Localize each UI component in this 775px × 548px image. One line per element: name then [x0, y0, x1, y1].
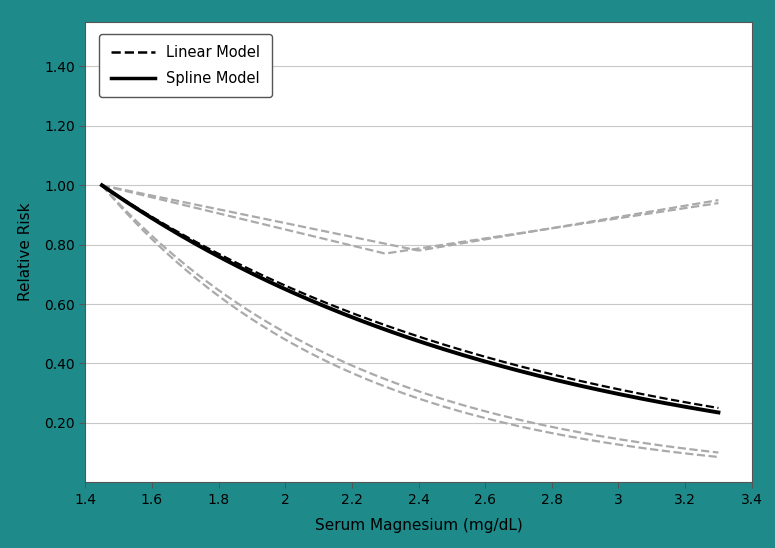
Legend: Linear Model, Spline Model: Linear Model, Spline Model	[99, 34, 272, 98]
X-axis label: Serum Magnesium (mg/dL): Serum Magnesium (mg/dL)	[315, 518, 522, 533]
Y-axis label: Relative Risk: Relative Risk	[18, 203, 33, 301]
